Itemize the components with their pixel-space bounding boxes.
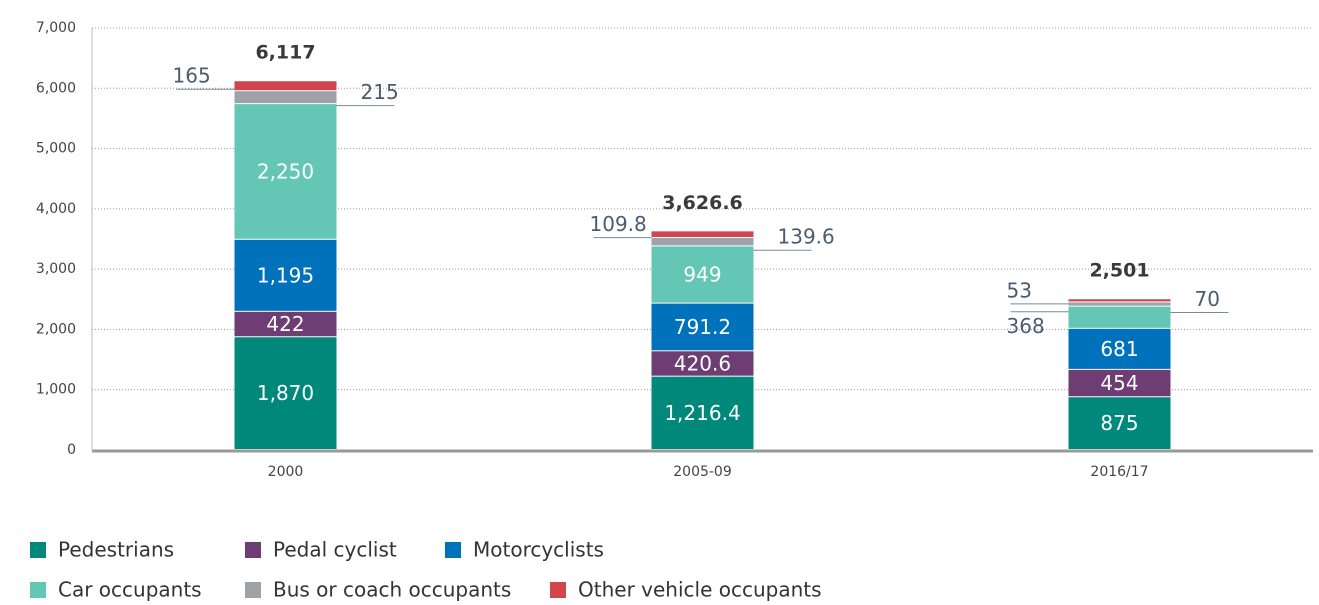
data-label: 2,250 [257, 159, 314, 183]
bar-segment [1068, 369, 1171, 397]
legend-swatch [30, 542, 46, 558]
bar-segment [234, 311, 337, 337]
legend-label: Pedal cyclist [273, 538, 397, 562]
legend-swatch [550, 582, 566, 598]
legend-swatch [30, 582, 46, 598]
bar-segment [651, 231, 754, 237]
data-label: 875 [1100, 411, 1138, 435]
y-tick-label: 1,000 [36, 382, 76, 398]
bar-segment [1068, 306, 1171, 328]
data-label: 165 [173, 64, 211, 88]
bar-segment [1068, 302, 1171, 306]
y-tick-label: 0 [67, 442, 76, 458]
y-tick-label: 7,000 [36, 20, 76, 36]
legend-label: Bus or coach occupants [273, 578, 511, 602]
y-tick-label: 5,000 [36, 141, 76, 157]
bar-segment [1068, 397, 1171, 449]
bar-segment [651, 303, 754, 351]
bar-segment [234, 91, 337, 104]
bar-segment [1068, 328, 1171, 369]
data-label: 139.6 [778, 225, 835, 249]
bar-segment [234, 104, 337, 239]
bar-segment [234, 239, 337, 311]
legend-swatch [245, 542, 261, 558]
data-label: 422 [266, 312, 304, 336]
bar-segment [234, 337, 337, 449]
x-tick-label: 2005-09 [673, 464, 732, 480]
total-label: 2,501 [1089, 260, 1149, 282]
legend-swatch [445, 542, 461, 558]
bar-segment [651, 246, 754, 303]
x-tick-label: 2016/17 [1090, 464, 1148, 480]
legend-label: Other vehicle occupants [578, 578, 822, 602]
legend-label: Car occupants [58, 578, 202, 602]
data-label: 681 [1100, 337, 1138, 361]
x-tick-label: 2000 [268, 464, 304, 480]
data-label: 791.2 [674, 315, 731, 339]
data-label: 420.6 [674, 351, 731, 375]
y-tick-label: 2,000 [36, 321, 76, 337]
bar-segment [1068, 299, 1171, 302]
bar-segment [651, 237, 754, 246]
data-label: 53 [1007, 278, 1032, 302]
legend-label: Pedestrians [58, 538, 174, 562]
data-label: 1,870 [257, 381, 314, 405]
legend-label: Motorcyclists [473, 538, 604, 562]
data-label: 1,195 [257, 263, 314, 287]
data-label: 454 [1100, 371, 1138, 395]
y-tick-label: 3,000 [36, 261, 76, 277]
bar-segment [651, 376, 754, 449]
data-label: 215 [361, 80, 399, 104]
data-label: 109.8 [590, 212, 647, 236]
total-label: 3,626.6 [662, 192, 743, 214]
data-label: 1,216.4 [664, 401, 740, 425]
data-label: 949 [683, 263, 721, 287]
data-label: 70 [1195, 287, 1220, 311]
y-tick-label: 4,000 [36, 201, 76, 217]
bar-segment [234, 81, 337, 91]
data-label: 368 [1007, 314, 1045, 338]
bar-segment [651, 351, 754, 376]
total-label: 6,117 [255, 42, 315, 64]
y-tick-label: 6,000 [36, 80, 76, 96]
legend-swatch [245, 582, 261, 598]
